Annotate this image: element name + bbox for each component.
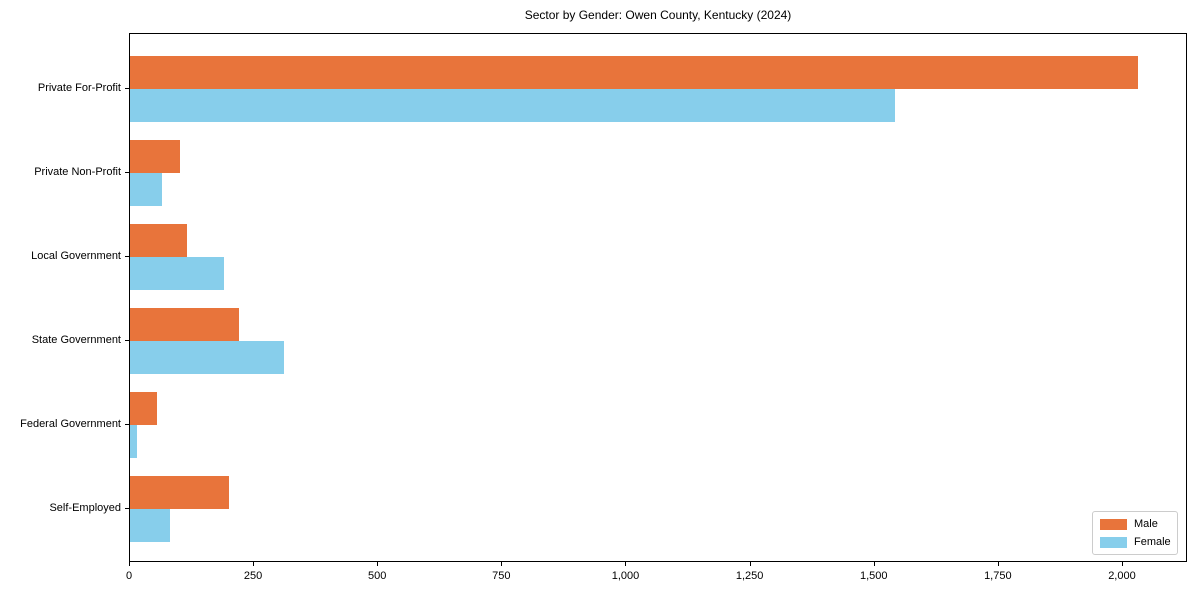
y-tick-5 — [125, 508, 129, 509]
y-axis-label-5: Self-Employed — [49, 502, 121, 514]
x-tick-2 — [377, 562, 379, 566]
y-axis-label-2: Local Government — [31, 250, 121, 262]
y-axis-label-0: Private For-Profit — [37, 82, 121, 94]
y-tick-2 — [125, 256, 129, 257]
bar-male-3 — [130, 308, 239, 341]
legend-item-male: Male — [1100, 518, 1170, 530]
y-tick-1 — [125, 172, 129, 173]
legend-item-female: Female — [1100, 536, 1171, 548]
bar-female-3 — [130, 341, 284, 374]
x-tick-label-4: 1,000 — [611, 570, 640, 582]
bar-male-4 — [130, 392, 157, 425]
bar-male-1 — [130, 140, 180, 173]
y-tick-0 — [125, 88, 129, 89]
x-tick-7 — [997, 562, 999, 566]
x-tick-6 — [873, 562, 875, 566]
bar-female-4 — [130, 425, 137, 458]
x-tick-5 — [749, 562, 751, 566]
chart-title: Sector by Gender: Owen County, Kentucky … — [524, 8, 792, 22]
x-tick-1 — [253, 562, 255, 566]
x-tick-3 — [501, 562, 503, 566]
x-tick-label-2: 500 — [368, 570, 387, 582]
x-tick-8 — [1121, 562, 1123, 566]
bar-female-1 — [130, 173, 162, 206]
x-tick-label-7: 1,750 — [984, 570, 1012, 582]
y-axis-label-4: Federal Government — [20, 418, 121, 430]
legend-swatch-male-icon — [1100, 518, 1127, 530]
bar-male-5 — [130, 476, 229, 509]
y-tick-3 — [125, 340, 129, 341]
bar-female-5 — [130, 509, 170, 542]
plot-area: Male Female — [129, 33, 1187, 562]
x-tick-label-3: 750 — [492, 570, 511, 582]
bar-female-2 — [130, 257, 224, 290]
legend-swatch-female-icon — [1100, 536, 1127, 548]
y-axis-label-1: Private Non-Profit — [34, 166, 121, 178]
legend: Male Female — [1092, 511, 1178, 555]
x-tick-4 — [625, 562, 627, 566]
x-tick-label-5: 1,250 — [735, 570, 764, 582]
legend-label-male: Male — [1134, 518, 1158, 530]
legend-label-female: Female — [1134, 536, 1171, 548]
bar-male-0 — [130, 56, 1138, 89]
x-tick-0 — [129, 562, 130, 566]
x-tick-label-0: 0 — [125, 570, 133, 582]
x-tick-label-8: 2,000 — [1108, 570, 1136, 582]
bar-male-2 — [130, 224, 187, 257]
x-tick-label-1: 250 — [243, 570, 263, 582]
y-tick-4 — [125, 424, 129, 425]
y-axis-label-3: State Government — [31, 334, 121, 346]
bar-female-0 — [130, 89, 895, 122]
x-tick-label-6: 1,500 — [859, 570, 888, 582]
